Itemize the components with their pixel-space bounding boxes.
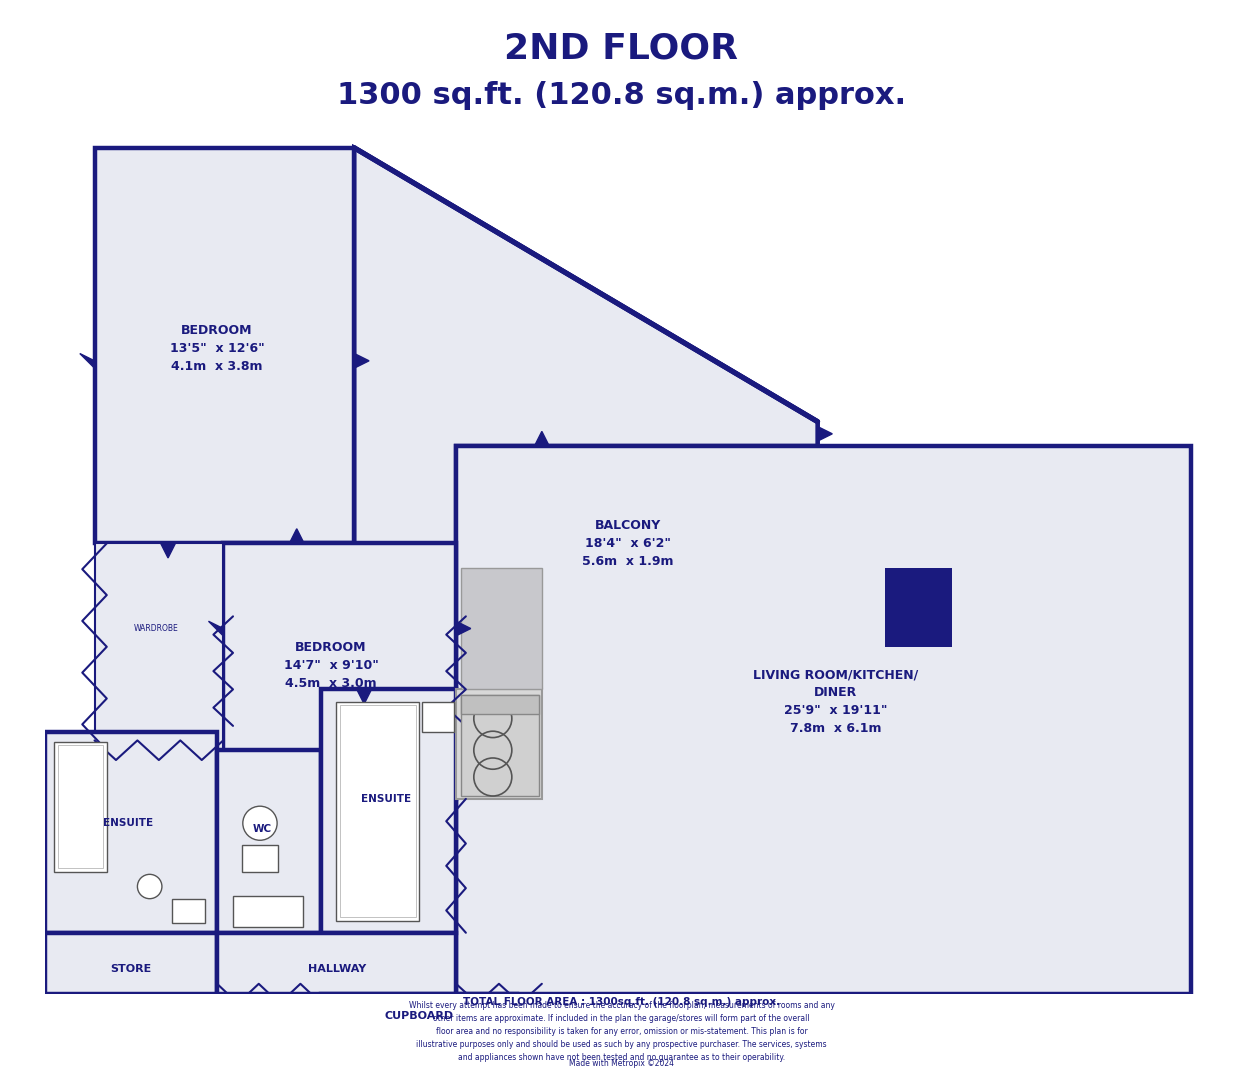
Bar (232, 896, 303, 927)
Text: BEDROOM
13'5"  x 12'6"
4.1m  x 3.8m: BEDROOM 13'5" x 12'6" 4.1m x 3.8m (170, 324, 265, 374)
Ellipse shape (138, 875, 162, 899)
Bar (421, 702, 454, 732)
Text: HALLWAY: HALLWAY (308, 964, 367, 974)
Polygon shape (354, 353, 369, 368)
Bar (461, 696, 539, 796)
Polygon shape (80, 353, 94, 368)
Bar (456, 689, 542, 799)
Text: BALCONY
18'4"  x 6'2"
5.6m  x 1.9m: BALCONY 18'4" x 6'2" 5.6m x 1.9m (582, 518, 674, 568)
Text: LIVING ROOM/KITCHEN/
DINER
25'9"  x 19'11"
7.8m  x 6.1m: LIVING ROOM/KITCHEN/ DINER 25'9" x 19'11… (753, 669, 919, 735)
Polygon shape (290, 529, 305, 543)
Polygon shape (818, 427, 833, 441)
Bar (46, 732, 218, 933)
Bar (241, 846, 278, 872)
Bar (94, 543, 224, 751)
Bar (885, 568, 952, 647)
Text: TOTAL FLOOR AREA : 1300sq.ft. (120.8 sq.m.) approx.: TOTAL FLOOR AREA : 1300sq.ft. (120.8 sq.… (462, 997, 781, 1008)
Text: BEDROOM
14'7"  x 9'10"
4.5m  x 3.0m: BEDROOM 14'7" x 9'10" 4.5m x 3.0m (283, 640, 378, 689)
Bar (321, 689, 456, 933)
Bar (336, 702, 419, 920)
Polygon shape (456, 621, 471, 636)
Polygon shape (160, 543, 175, 558)
Polygon shape (354, 148, 818, 543)
Bar (218, 933, 456, 994)
Polygon shape (534, 431, 549, 446)
Polygon shape (357, 689, 372, 704)
Bar (321, 994, 517, 1042)
Text: STORE: STORE (111, 964, 152, 974)
Ellipse shape (242, 806, 277, 840)
Polygon shape (209, 621, 224, 636)
Text: 1300 sq.ft. (120.8 sq.m.) approx.: 1300 sq.ft. (120.8 sq.m.) approx. (337, 81, 906, 109)
Text: CUPBOARD: CUPBOARD (385, 1011, 454, 1021)
Text: WARDROBE: WARDROBE (133, 624, 178, 633)
Bar (224, 543, 456, 799)
Bar (339, 705, 415, 917)
Bar (218, 751, 321, 933)
Text: Made with Metropix ©2024: Made with Metropix ©2024 (569, 1059, 674, 1068)
Bar (172, 899, 205, 923)
Bar (57, 745, 103, 868)
Bar (55, 742, 107, 872)
Text: ENSUITE: ENSUITE (362, 794, 411, 804)
Polygon shape (354, 148, 818, 543)
Polygon shape (94, 148, 354, 543)
Bar (461, 696, 539, 714)
Bar (461, 568, 542, 689)
Text: WC: WC (252, 824, 272, 835)
Text: 2ND FLOOR: 2ND FLOOR (505, 31, 738, 66)
Text: Whilst every attempt has been made to ensure the accuracy of the floorplan, meas: Whilst every attempt has been made to en… (409, 1000, 834, 1063)
Bar (456, 446, 1191, 994)
Text: ENSUITE: ENSUITE (103, 819, 153, 828)
Bar (46, 933, 218, 994)
